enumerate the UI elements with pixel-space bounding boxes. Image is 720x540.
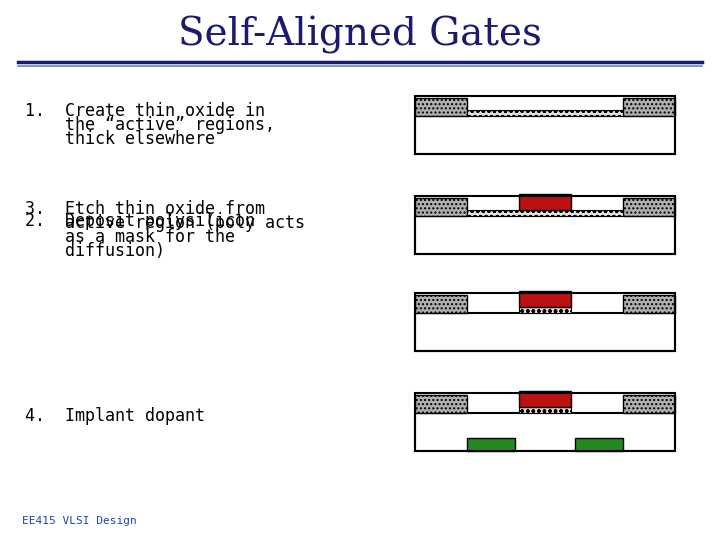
Bar — [519, 407, 571, 413]
Bar — [467, 438, 515, 451]
Bar — [623, 198, 675, 216]
Text: 4.  Implant dopant: 4. Implant dopant — [25, 407, 205, 425]
Bar — [415, 216, 675, 254]
Text: thick elsewhere: thick elsewhere — [25, 130, 215, 148]
Text: 3.  Etch thin oxide from: 3. Etch thin oxide from — [25, 200, 265, 218]
Text: 2.  Deposit polysilicon: 2. Deposit polysilicon — [25, 212, 255, 230]
Bar — [415, 196, 675, 254]
Bar — [575, 438, 623, 451]
Bar — [623, 98, 675, 116]
Text: diffusion): diffusion) — [25, 242, 165, 260]
Bar — [415, 295, 467, 313]
Bar — [519, 194, 571, 210]
Bar — [519, 291, 571, 307]
Bar — [415, 313, 675, 351]
Bar — [415, 98, 467, 116]
Text: Self-Aligned Gates: Self-Aligned Gates — [178, 16, 542, 54]
Bar — [415, 116, 675, 154]
Bar — [623, 395, 675, 413]
Text: as a mask for the: as a mask for the — [25, 228, 235, 246]
Bar — [415, 393, 675, 451]
Bar — [519, 391, 571, 407]
Bar — [415, 198, 467, 216]
Bar — [467, 210, 623, 216]
Bar — [467, 110, 623, 116]
Bar — [415, 413, 675, 451]
Bar — [415, 395, 467, 413]
Text: active region (poly acts: active region (poly acts — [25, 214, 305, 232]
Bar — [415, 96, 675, 154]
Bar — [519, 307, 571, 313]
Bar — [623, 295, 675, 313]
Text: the “active” regions,: the “active” regions, — [25, 116, 275, 134]
Text: EE415 VLSI Design: EE415 VLSI Design — [22, 516, 137, 526]
Bar — [415, 293, 675, 351]
Text: 1.  Create thin oxide in: 1. Create thin oxide in — [25, 102, 265, 120]
